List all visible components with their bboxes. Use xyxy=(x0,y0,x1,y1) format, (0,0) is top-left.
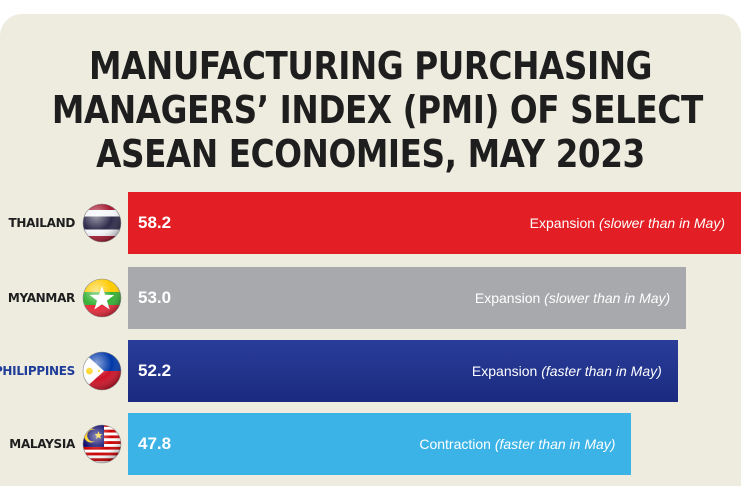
bar-row-thailand: THAILAND 58.2 Expansion (slower than in Ma… xyxy=(0,192,741,254)
bar-value-label: 53.0 xyxy=(138,288,172,307)
annotation-status: Contraction xyxy=(419,436,495,452)
chart-title: MANUFACTURING PURCHASING MANAGERS’ INDEX… xyxy=(51,44,703,176)
annotation-note: (slower than in May) xyxy=(544,290,671,306)
country-label: PHILIPPINES xyxy=(0,364,75,378)
bar-row-myanmar: MYANMAR 53.0 Expansion (slower than in May… xyxy=(0,267,741,329)
bar-annotation: Expansion (slower than in May) xyxy=(475,267,670,329)
annotation-status: Expansion xyxy=(474,290,545,306)
bar-value-label: 52.2 xyxy=(138,361,172,380)
malaysia-flag-icon xyxy=(82,424,122,464)
bar: 52.2 Expansion (faster than in May) xyxy=(128,340,678,402)
country-label: MYANMAR xyxy=(7,291,75,305)
bar: 53.0 Expansion (slower than in May) xyxy=(128,267,687,329)
bar-annotation: Contraction (faster than in May) xyxy=(419,413,615,475)
bar-row-philippines: PHILIPPINES 52.2 Expansion (faster than in… xyxy=(0,340,741,402)
bar-annotation: Expansion (slower than in May) xyxy=(530,192,725,254)
title-line-2: MANAGERS’ INDEX (PMI) OF SELECT xyxy=(51,88,703,132)
myanmar-flag-icon xyxy=(82,278,122,318)
country-label: MALAYSIA xyxy=(9,437,75,451)
philippines-flag-icon xyxy=(82,351,122,391)
bar-chart: THAILAND 58.2 Expansion (slower than in Ma… xyxy=(0,192,741,486)
title-line-3: ASEAN ECONOMIES, MAY 2023 xyxy=(96,132,645,176)
thailand-flag-icon xyxy=(82,203,122,243)
title-line-1: MANUFACTURING PURCHASING xyxy=(88,44,653,88)
bar: 47.8 Contraction (faster than in May) xyxy=(128,413,632,475)
country-label: THAILAND xyxy=(8,216,75,230)
annotation-note: (faster than in May) xyxy=(494,436,616,452)
bar-value-label: 47.8 xyxy=(138,434,172,453)
annotation-status: Expansion xyxy=(529,215,599,231)
annotation-note: (slower than in May) xyxy=(598,215,725,231)
bar-value-label: 58.2 xyxy=(138,213,172,232)
bar: 58.2 Expansion (slower than in May) xyxy=(128,192,741,254)
annotation-note: (faster than in May) xyxy=(541,363,662,379)
bar-row-malaysia: MALAYSIA 47.8 Contraction (faster than in … xyxy=(0,413,741,475)
bar-annotation: Expansion (faster than in May) xyxy=(472,340,662,402)
annotation-status: Expansion xyxy=(471,363,542,379)
